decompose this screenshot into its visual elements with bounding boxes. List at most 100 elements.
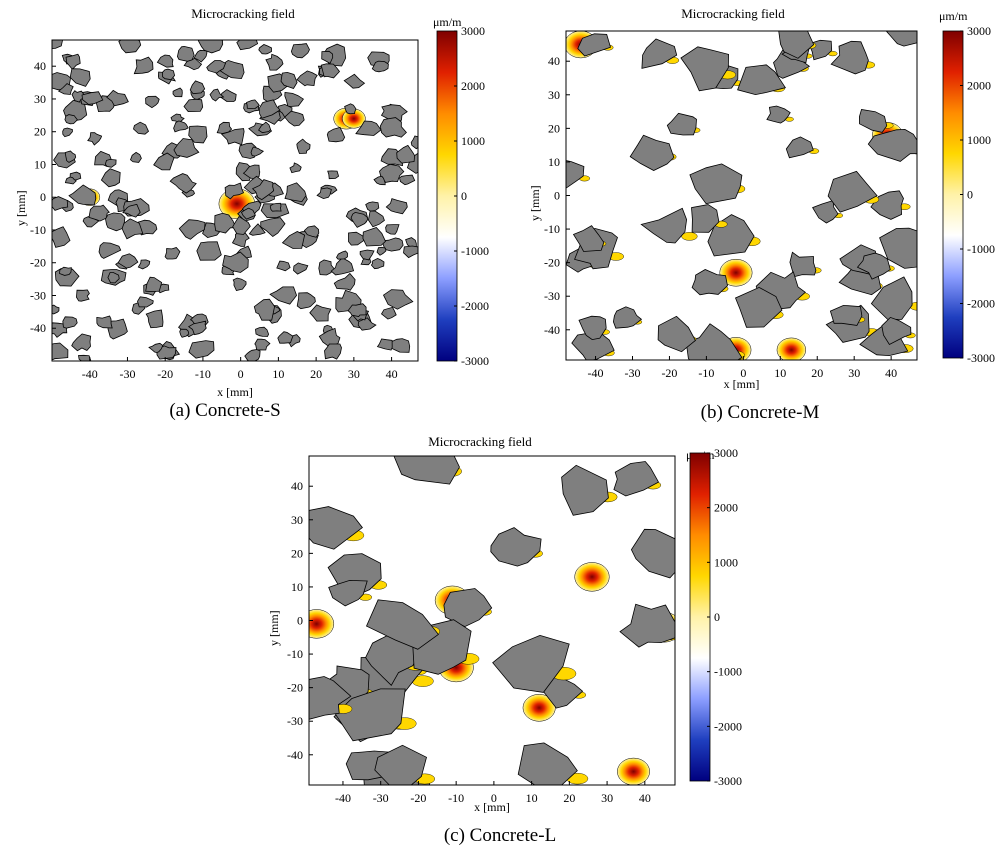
aggregate-particle bbox=[309, 304, 332, 322]
aggregate-particle bbox=[296, 138, 311, 154]
aggregate-particle bbox=[222, 251, 249, 273]
aggregate-particle bbox=[374, 744, 427, 785]
panel-concrete-m: Microcracking field y [mm] x [mm] μm/m -… bbox=[515, 0, 995, 395]
aggregate-particle bbox=[328, 579, 368, 607]
aggregate-particle bbox=[232, 215, 251, 235]
aggregate-particle bbox=[630, 528, 675, 579]
aggregate-particle bbox=[133, 56, 154, 75]
x-axis-label: x [mm] bbox=[723, 377, 760, 391]
aggregate-particle bbox=[333, 272, 356, 291]
x-tick-label: -20 bbox=[661, 366, 677, 380]
y-tick-label: -40 bbox=[30, 321, 46, 335]
y-tick-label: -10 bbox=[30, 223, 46, 237]
aggregate-particle bbox=[619, 603, 675, 648]
aggregate-particle bbox=[64, 114, 78, 125]
aggregate-particle bbox=[492, 634, 570, 693]
aggregate-particle bbox=[737, 64, 787, 96]
aggregate-particle bbox=[197, 40, 224, 54]
chart-title: Microcracking field bbox=[681, 6, 785, 21]
y-tick-label: -40 bbox=[544, 323, 560, 337]
colorbar-tick-label: 2000 bbox=[461, 79, 485, 93]
aggregate-particle bbox=[370, 257, 385, 270]
aggregate-particle bbox=[118, 40, 142, 54]
field-area bbox=[566, 31, 917, 360]
aggregate-particle bbox=[385, 198, 408, 215]
aggregate-particle bbox=[62, 127, 73, 138]
aggregate-particle bbox=[385, 224, 400, 235]
aggregate-particle bbox=[71, 333, 92, 352]
aggregate-particle bbox=[303, 225, 320, 238]
y-tick-label: 40 bbox=[34, 59, 46, 73]
aggregate-particle bbox=[106, 89, 129, 107]
aggregate-particle bbox=[390, 338, 411, 353]
strain-hotspot bbox=[617, 757, 650, 785]
y-tick-label: -30 bbox=[30, 288, 46, 302]
colorbar-tick-label: -3000 bbox=[967, 351, 995, 365]
aggregate-particle bbox=[62, 316, 78, 329]
colorbar-tick-label: 1000 bbox=[461, 134, 485, 148]
aggregate-particle bbox=[691, 269, 728, 296]
x-tick-label: 40 bbox=[386, 367, 398, 381]
aggregate-particle bbox=[324, 343, 342, 360]
aggregate-particle bbox=[107, 272, 120, 284]
x-tick-label: 40 bbox=[885, 366, 897, 380]
x-tick-label: 10 bbox=[774, 366, 786, 380]
y-tick-label: 20 bbox=[548, 121, 560, 135]
microcracking-field-plot: -40 -30 -20 -10 0 10 20 30 40 -40 -30 -20 -10 0 10 20 30… bbox=[287, 446, 742, 805]
aggregate-particle bbox=[96, 315, 113, 329]
aggregate-particle bbox=[379, 117, 407, 138]
colorbar-tick-label: 3000 bbox=[714, 446, 738, 460]
caption-b: (b) Concrete-M bbox=[700, 402, 820, 423]
aggregate-particle bbox=[373, 175, 386, 186]
aggregate-particle bbox=[105, 212, 126, 232]
aggregate-particle bbox=[330, 257, 355, 276]
colorbar-tick-label: 1000 bbox=[967, 133, 991, 147]
aggregate-particle bbox=[640, 207, 688, 244]
aggregate-particle bbox=[348, 231, 366, 246]
aggregate-particle bbox=[98, 242, 122, 259]
aggregate-particle bbox=[766, 105, 791, 124]
aggregate-particle bbox=[189, 80, 206, 95]
aggregate-particle bbox=[259, 99, 281, 119]
aggregate-particle bbox=[785, 136, 814, 159]
aggregate-particle bbox=[613, 461, 660, 497]
aggregate-particle bbox=[336, 250, 348, 260]
aggregate-particle bbox=[290, 43, 310, 59]
caption-a: (a) Concrete-S bbox=[169, 400, 281, 421]
aggregate-particle bbox=[265, 53, 284, 71]
aggregate-particle bbox=[178, 219, 206, 240]
aggregate-particle bbox=[316, 187, 332, 200]
aggregate-particle bbox=[254, 338, 271, 351]
aggregate-particle bbox=[78, 354, 92, 361]
colorbar-unit: μm/m bbox=[939, 9, 968, 23]
colorbar-tick-label: -2000 bbox=[967, 297, 995, 311]
aggregate-particle bbox=[145, 309, 164, 329]
aggregate-particle bbox=[183, 98, 204, 113]
field-area bbox=[309, 456, 675, 785]
x-tick-label: 30 bbox=[848, 366, 860, 380]
aggregate-particle bbox=[209, 88, 225, 102]
colorbar-tick-label: -3000 bbox=[461, 354, 489, 368]
y-tick-label: -30 bbox=[544, 289, 560, 303]
aggregate-particle bbox=[886, 31, 917, 47]
aggregate-particle bbox=[246, 99, 260, 110]
y-tick-label: 0 bbox=[554, 189, 560, 203]
aggregate-particle bbox=[145, 95, 160, 109]
aggregate-particle bbox=[65, 53, 81, 71]
aggregate-particle bbox=[657, 315, 696, 353]
aggregate-particle bbox=[359, 249, 375, 261]
aggregate-particle bbox=[641, 38, 678, 69]
aggregate-particle bbox=[173, 120, 189, 133]
aggregate-particle bbox=[100, 168, 121, 188]
colorbar-tick-label: -1000 bbox=[967, 242, 995, 256]
aggregate-particle bbox=[789, 251, 817, 278]
aggregate-particle bbox=[260, 217, 286, 238]
x-tick-label: 40 bbox=[639, 791, 651, 805]
aggregate-particle bbox=[858, 109, 888, 133]
aggregate-particle bbox=[133, 121, 149, 135]
x-tick-label: -20 bbox=[157, 367, 173, 381]
aggregate-particle bbox=[296, 70, 318, 87]
aggregate-particle bbox=[812, 199, 839, 224]
chart-title: Microcracking field bbox=[428, 434, 532, 449]
x-tick-label: 30 bbox=[348, 367, 360, 381]
